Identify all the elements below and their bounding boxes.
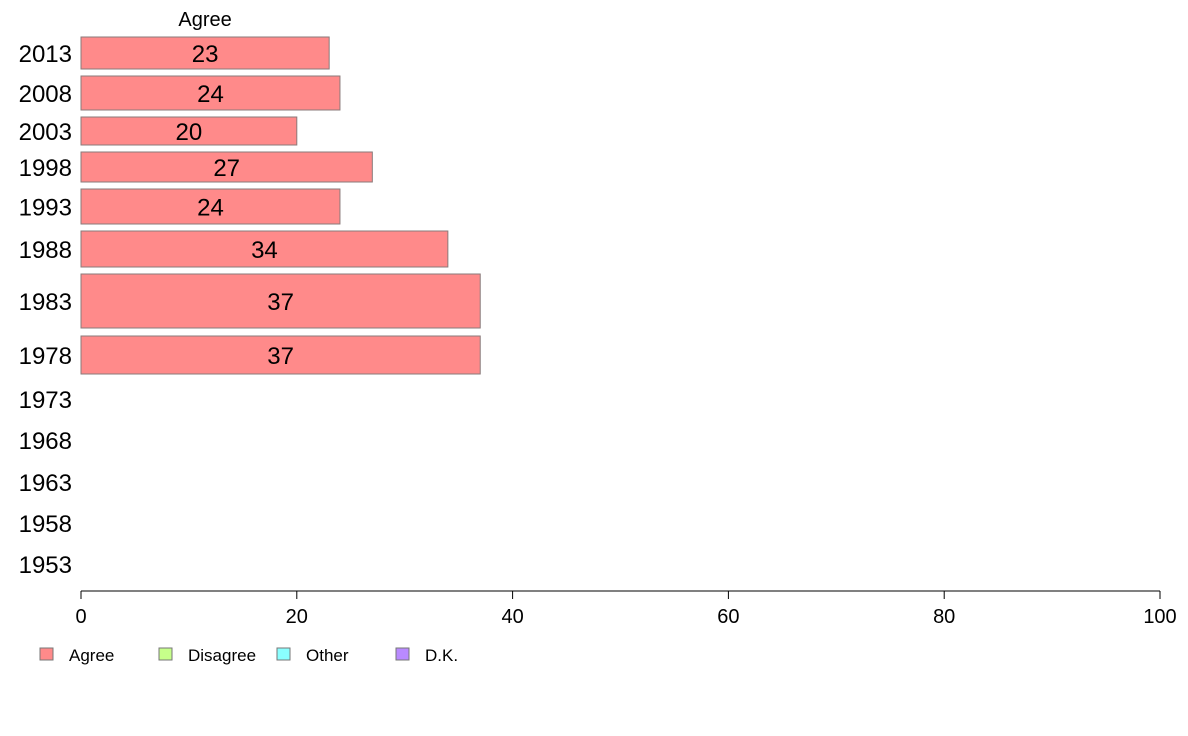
year-label: 1988 [19, 237, 72, 264]
bar [80, 116, 298, 146]
year-labels: 2013 2008 2003 1998 1993 1988 1983 1978 1973 1968… [19, 41, 72, 579]
legend-item: Disagree [158, 646, 256, 665]
bar-value-label: 24 [197, 195, 224, 222]
bars-group: 23 24 20 27 24 34 37 37 [80, 36, 481, 375]
year-label: 1968 [19, 428, 72, 455]
bar [80, 230, 449, 268]
year-label: 1993 [19, 195, 72, 222]
year-label: 1963 [19, 470, 72, 497]
x-axis: 0 20 40 60 80 100 [75, 591, 1177, 628]
year-label: 1983 [19, 289, 72, 316]
x-tick-label: 40 [501, 606, 523, 628]
legend: Agree Disagree Other D.K. [39, 646, 458, 665]
legend-swatch [276, 647, 291, 661]
x-tick-label: 100 [1143, 606, 1176, 628]
year-label: 2003 [19, 119, 72, 146]
legend-item: Agree [39, 646, 114, 665]
bar-value-label: 37 [267, 289, 294, 316]
bar-value-label: 34 [251, 237, 278, 264]
bar [80, 335, 481, 375]
legend-label: D.K. [425, 646, 458, 665]
x-tick-label: 20 [286, 606, 308, 628]
bar [80, 75, 341, 111]
legend-label: Agree [69, 646, 114, 665]
bar-value-label: 23 [192, 41, 219, 68]
bar-value-label: 20 [176, 119, 203, 146]
year-label: 2008 [19, 81, 72, 108]
segment-header: Agree [178, 9, 231, 31]
x-tick-label: 60 [717, 606, 739, 628]
bar-value-label: 37 [267, 343, 294, 370]
bar [80, 151, 373, 183]
legend-swatch [39, 647, 54, 661]
x-tick-label: 80 [933, 606, 955, 628]
year-label: 1953 [19, 552, 72, 579]
bar [80, 36, 330, 70]
legend-swatch [395, 647, 410, 661]
year-label: 1958 [19, 511, 72, 538]
year-label: 1978 [19, 343, 72, 370]
legend-label: Other [306, 646, 349, 665]
bar [80, 188, 341, 225]
bar-value-label: 24 [197, 81, 224, 108]
legend-label: Disagree [188, 646, 256, 665]
bar [80, 273, 481, 329]
legend-item: Other [276, 646, 349, 665]
year-label: 1973 [19, 387, 72, 414]
year-label: 2013 [19, 41, 72, 68]
legend-swatch [158, 647, 173, 661]
x-tick-label: 0 [75, 606, 86, 628]
year-label: 1998 [19, 155, 72, 182]
bar-value-label: 27 [213, 155, 240, 182]
legend-item: D.K. [395, 646, 458, 665]
